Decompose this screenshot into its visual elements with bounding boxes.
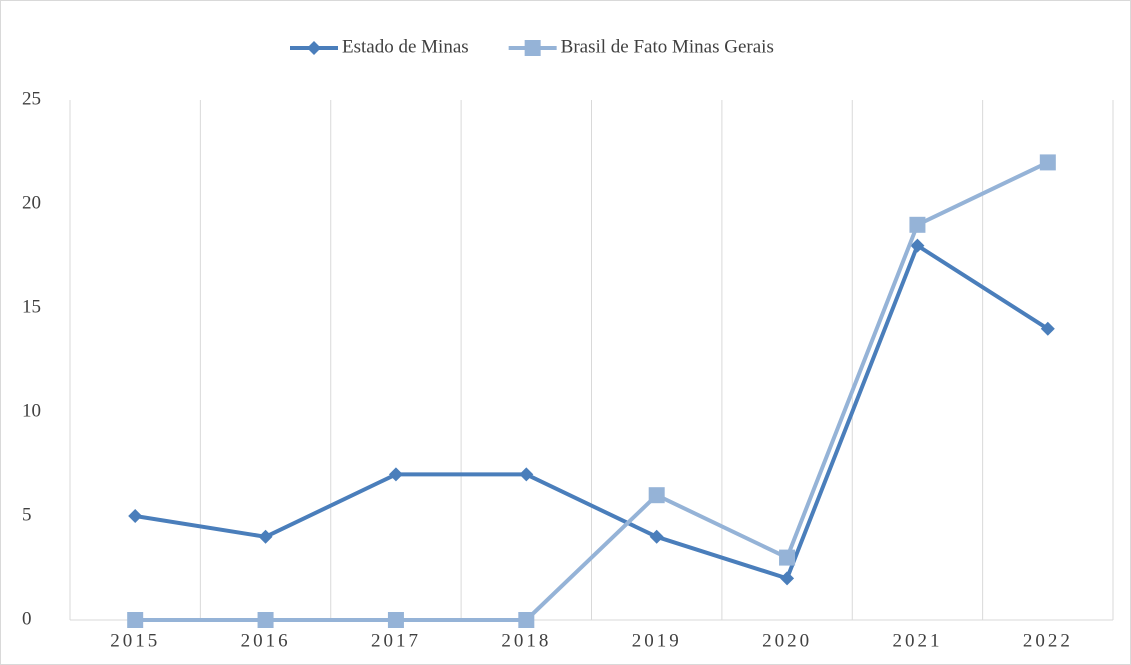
y-tick-label: 20: [22, 192, 41, 213]
y-tick-label: 0: [22, 608, 32, 629]
point: [127, 612, 144, 628]
point: [1039, 154, 1056, 171]
point: [648, 487, 665, 504]
series-line: [134, 243, 1049, 581]
y-tick-label: 10: [22, 400, 41, 421]
x-tick-label: 2018: [501, 630, 551, 651]
point: [519, 467, 534, 482]
y-tick-label: 25: [22, 88, 41, 109]
point: [779, 549, 796, 566]
point: [780, 571, 795, 586]
point: [909, 216, 926, 233]
point: [1040, 321, 1055, 336]
y-tick-label: 15: [22, 296, 41, 317]
y-tick-label: 5: [22, 504, 32, 525]
point: [387, 612, 404, 628]
x-tick-label: 2016: [241, 630, 291, 651]
point: [258, 529, 273, 544]
x-tick-label: 2019: [632, 630, 682, 651]
point: [910, 238, 925, 253]
point: [518, 612, 535, 628]
legend-marker: [524, 40, 541, 56]
legend-label: Estado de Minas: [342, 36, 469, 57]
legend-label: Brasil de Fato Minas Gerais: [561, 36, 774, 57]
point: [388, 467, 403, 482]
point: [128, 509, 143, 523]
x-tick-label: 2017: [371, 630, 421, 651]
point: [649, 529, 664, 544]
series-line: [135, 160, 1049, 622]
x-tick-label: 2015: [110, 630, 160, 651]
legend-marker: [307, 41, 321, 55]
x-tick-label: 2021: [892, 630, 942, 651]
point: [257, 612, 274, 628]
x-tick-label: 2020: [762, 630, 812, 651]
x-tick-label: 2022: [1023, 630, 1073, 651]
